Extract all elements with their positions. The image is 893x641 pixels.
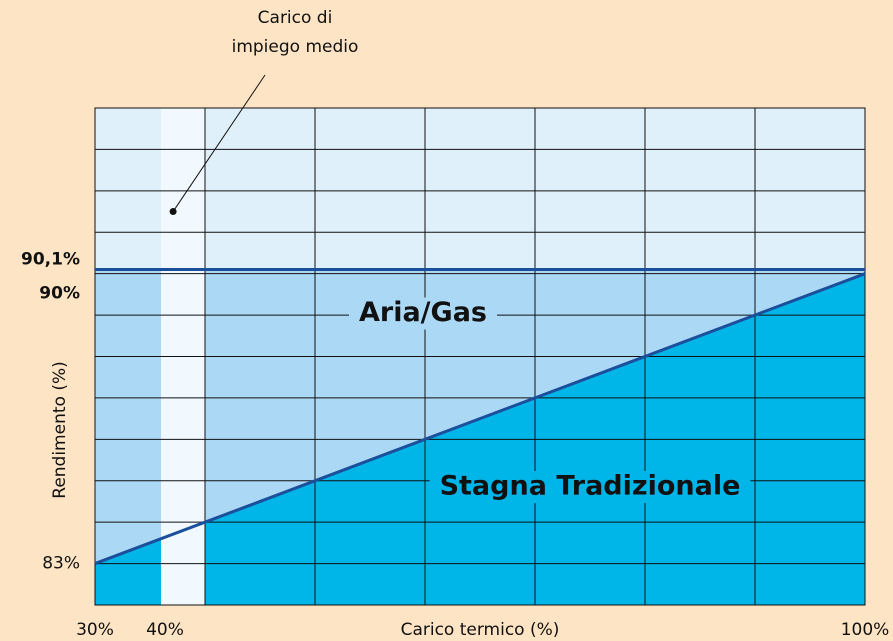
y-axis-label: Rendimento (%) xyxy=(50,361,70,498)
annotation-text: Carico di xyxy=(258,8,333,28)
plot-frame xyxy=(94,107,866,606)
x-tick-label: 30% xyxy=(76,620,114,640)
series-label: Aria/Gas xyxy=(359,297,487,328)
series-label-bg xyxy=(429,471,751,503)
y-tick-label: 90% xyxy=(39,284,80,304)
series-label-bg xyxy=(349,297,497,330)
annotation-leader xyxy=(172,74,266,212)
x-axis-label: Carico termico (%) xyxy=(401,620,560,640)
x-tick-label: 100% xyxy=(841,620,890,640)
y-tick-label: 83% xyxy=(42,554,80,574)
y-tick-label: 90,1% xyxy=(21,250,80,270)
series-line xyxy=(94,272,866,565)
series-label: Stagna Tradizionale xyxy=(440,471,741,502)
annotation-text: impiego medio xyxy=(232,37,359,57)
x-tick-label: 40% xyxy=(146,620,184,640)
